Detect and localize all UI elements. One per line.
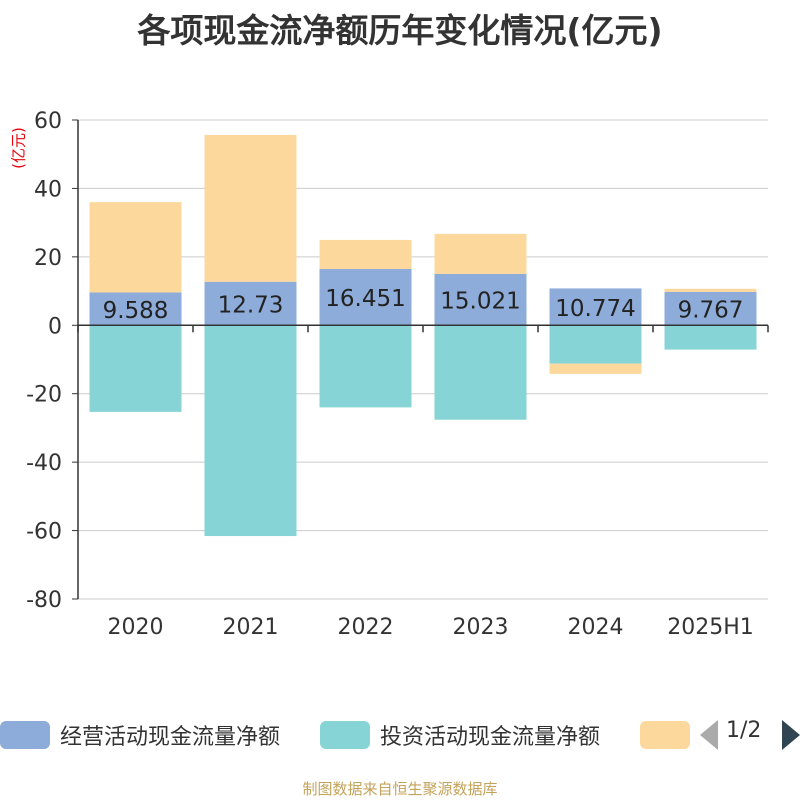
bar-series1-2022 [319,325,412,408]
x-tick-label: 2022 [338,615,394,640]
bar-series2-2023 [434,233,527,274]
y-tick-label: -60 [26,520,62,545]
bar-series1-2020 [89,325,182,412]
bar-series2-2020 [89,202,182,293]
legend: 经营活动现金流量净额 投资活动现金流量净额 [0,715,800,755]
y-tick-label: -20 [26,383,62,408]
data-label: 9.767 [678,298,744,324]
chart-title: 各项现金流净额历年变化情况(亿元) [137,11,663,50]
data-label: 15.021 [440,289,520,315]
bar-series2-2024 [549,363,642,374]
bar-series0-2025H1 [664,291,757,326]
y-tick-label: 0 [48,314,62,339]
bar-series0-2021 [204,281,297,326]
bar-series0-2022 [319,268,412,326]
stacked-bar-chart: 60 40 20 0 -20 -40 -60 -80 9.588 12.73 16.451 15.02… [26,109,769,640]
y-tick-label: 40 [34,177,62,202]
x-tick-label: 2025H1 [667,615,754,640]
y-tick-label: -40 [26,451,62,476]
bar-series0-2020 [89,292,182,326]
bar-series1-2021 [204,325,297,537]
data-label: 9.588 [103,298,169,324]
legend-swatch-operating [0,721,50,749]
bar-series1-2024 [549,325,642,364]
bar-series2-2022 [319,239,412,269]
x-tick-label: 2024 [568,615,624,640]
legend-item-investing[interactable]: 投资活动现金流量净额 [320,715,600,755]
data-source-note: 制图数据来自恒生聚源数据库 [302,780,498,798]
bar-series2-2025H1 [664,288,757,292]
data-label: 10.774 [555,296,635,322]
y-tick-label: 60 [34,109,62,134]
data-label: 16.451 [325,286,405,312]
bar-series0-2023 [434,273,527,326]
bar-series1-2025H1 [664,325,757,350]
bar-series0-2024 [549,288,642,326]
legend-prev-page-arrow-icon[interactable] [700,720,718,750]
x-tick-label: 2020 [108,615,164,640]
x-tick-label: 2023 [453,615,509,640]
bar-series2-2021 [204,134,297,282]
legend-swatch-financing [640,721,690,749]
y-tick-label: -80 [26,588,62,613]
legend-item-operating[interactable]: 经营活动现金流量净额 [0,715,280,755]
x-tick-label: 2021 [223,615,279,640]
y-tick-label: 20 [34,246,62,271]
legend-page-indicator: 1/2 [726,718,762,743]
bar-series1-2023 [434,325,527,420]
legend-swatch-investing [320,721,370,749]
legend-label-investing: 投资活动现金流量净额 [380,725,601,750]
legend-item-financing[interactable] [640,715,690,755]
legend-next-page-arrow-icon[interactable] [782,720,800,750]
data-label: 12.73 [218,293,284,319]
legend-label-operating: 经营活动现金流量净额 [60,725,281,750]
